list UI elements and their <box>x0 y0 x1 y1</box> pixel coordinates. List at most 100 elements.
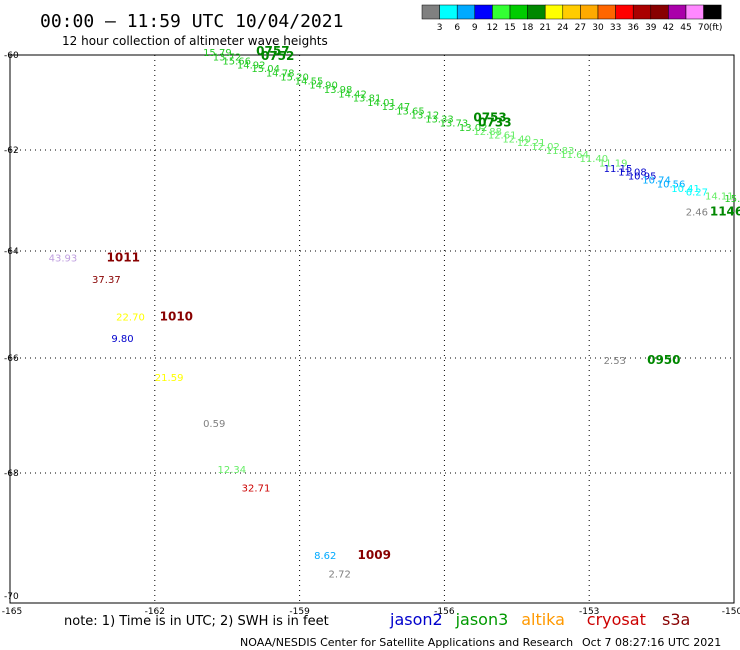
swh-value-label: 22.70 <box>116 313 145 324</box>
swh-value-label: 11.08 <box>618 167 647 178</box>
swh-value-label: 10.95 <box>628 171 657 182</box>
swh-value-label: 15.04 <box>251 64 280 75</box>
swh-value-label: 12.02 <box>531 142 560 153</box>
legend-altika: altika <box>521 610 565 629</box>
satellite-legend: jason2 jason3 altika cryosat s3a <box>389 610 690 629</box>
colorbar-swatch <box>527 4 546 20</box>
swh-value-label: 11.19 <box>599 159 628 170</box>
swh-value-label: 37.37 <box>92 275 121 286</box>
swh-value-label: 15.20 <box>280 73 309 84</box>
colorbar-label: 18 <box>522 23 534 33</box>
x-tick-label: -156 <box>434 607 455 617</box>
time-label: 0950 <box>647 353 680 367</box>
swh-value-label: 14.92 <box>237 60 266 71</box>
y-tick-label: -62 <box>4 146 19 156</box>
y-tick-label: -66 <box>4 354 19 364</box>
swh-value-label: 15.66 <box>222 57 251 68</box>
plot-area: -165 -162 -159 -156 -153 -150 -60 -62 -64 -66 -68 -… <box>2 44 740 617</box>
colorbar-swatch <box>509 4 528 20</box>
colorbar-label: 9 <box>472 23 478 33</box>
colorbar-swatch <box>474 4 493 20</box>
swh-value-label: 13.73 <box>440 118 469 129</box>
x-tick-label: -153 <box>579 607 599 617</box>
swh-value-label: 11.40 <box>580 154 609 165</box>
colorbar-label: 39 <box>645 23 657 33</box>
swh-value-label: 2.46 <box>686 208 708 219</box>
colorbar-swatch <box>580 4 599 20</box>
swh-value-label: 32.71 <box>242 483 271 494</box>
colorbar-label: 45 <box>680 23 691 33</box>
colorbar-swatch <box>703 4 722 20</box>
colorbar-label: 3 <box>437 23 443 33</box>
x-tick-label: -162 <box>145 607 165 617</box>
time-label: 0753 <box>473 111 506 125</box>
colorbar-swatch <box>492 4 511 20</box>
colorbar-label: 21 <box>539 23 550 33</box>
y-tick-label: -64 <box>4 247 19 257</box>
time-label: 1010 <box>160 310 193 324</box>
swh-value-label: 2.72 <box>329 570 351 581</box>
legend-cryosat: cryosat <box>587 610 646 629</box>
swh-value-label: 21.59 <box>155 373 184 384</box>
swh-value-label: 6.27 <box>686 187 708 198</box>
swh-value-label: 14.90 <box>309 81 338 92</box>
colorbar-swatch <box>668 4 687 20</box>
plot-frame <box>9 54 735 604</box>
swh-value-label: 12.34 <box>218 465 247 476</box>
colorbar-swatch <box>421 4 440 20</box>
colorbar-swatch <box>685 4 704 20</box>
swh-value-label: 10.56 <box>657 179 686 190</box>
colorbar-label: 42 <box>663 23 674 33</box>
y-tick-label: -60 <box>4 51 19 61</box>
swh-value-label: 14.11 <box>705 191 734 202</box>
colorbar-swatch <box>544 4 564 20</box>
time-label: 1009 <box>358 548 391 562</box>
y-tick-label: -70 <box>4 592 19 602</box>
time-label: 1146 <box>710 205 740 219</box>
legend-jason2: jason2 <box>389 610 443 629</box>
swh-value-label: 11.64 <box>560 150 589 161</box>
swh-value-label: 12.61 <box>488 131 517 142</box>
swh-value-label: 15.39 <box>724 194 740 205</box>
swh-value-label: 0.59 <box>203 419 225 430</box>
colorbar-swatch <box>650 4 669 20</box>
colorbar-legend: 3 6 9 12 15 18 21 24 27 30 33 36 39 42 45 70 (ft) <box>421 4 723 33</box>
swh-value-label: 10.74 <box>642 175 671 186</box>
swh-value-label: 11.83 <box>546 146 575 157</box>
swh-value-label: 14.78 <box>266 68 295 79</box>
swh-value-label: 8.62 <box>314 551 336 562</box>
time-label: 0752 <box>261 49 294 63</box>
colorbar-label: 36 <box>627 23 639 33</box>
colorbar-swatch <box>615 4 634 20</box>
footer-note: note: 1) Time is in UTC; 2) SWH is in fe… <box>64 614 329 629</box>
swh-value-label: 13.65 <box>396 106 425 117</box>
swh-value-label: 13.02 <box>459 123 488 134</box>
colorbar-unit: (ft) <box>709 23 723 33</box>
chart-title: 00:00 – 11:59 UTC 10/04/2021 <box>40 11 343 32</box>
time-label: 0757 <box>256 44 289 58</box>
swh-value-label: 14.42 <box>338 89 367 100</box>
colorbar-label: 33 <box>610 23 621 33</box>
footer-timestamp: Oct 7 08:27:16 UTC 2021 <box>582 636 721 649</box>
colorbar-swatch <box>597 4 616 20</box>
swh-value-label: 14.01 <box>367 98 396 109</box>
swh-value-label: 13.72 <box>213 53 242 64</box>
swh-value-label: 10.41 <box>671 184 700 195</box>
colorbar-label: 24 <box>557 23 569 33</box>
colorbar-swatch <box>562 4 581 20</box>
time-label: 0733 <box>478 115 511 129</box>
swh-value-label: 15.79 <box>203 48 232 59</box>
swh-value-label: 13.98 <box>324 85 353 96</box>
swh-value-label: 13.33 <box>425 114 454 125</box>
swh-value-label: 12.21 <box>517 138 546 149</box>
swh-value-label: 13.47 <box>382 102 411 113</box>
x-tick-label: -159 <box>289 607 310 617</box>
time-label: 1011 <box>107 251 140 265</box>
swh-value-label: 13.81 <box>353 94 382 105</box>
swh-value-label: 43.93 <box>49 254 78 265</box>
colorbar-label: 15 <box>504 23 515 33</box>
swh-value-label: 12.88 <box>473 127 502 138</box>
swh-value-label: 14.55 <box>295 76 324 87</box>
colorbar-swatch <box>439 4 458 20</box>
